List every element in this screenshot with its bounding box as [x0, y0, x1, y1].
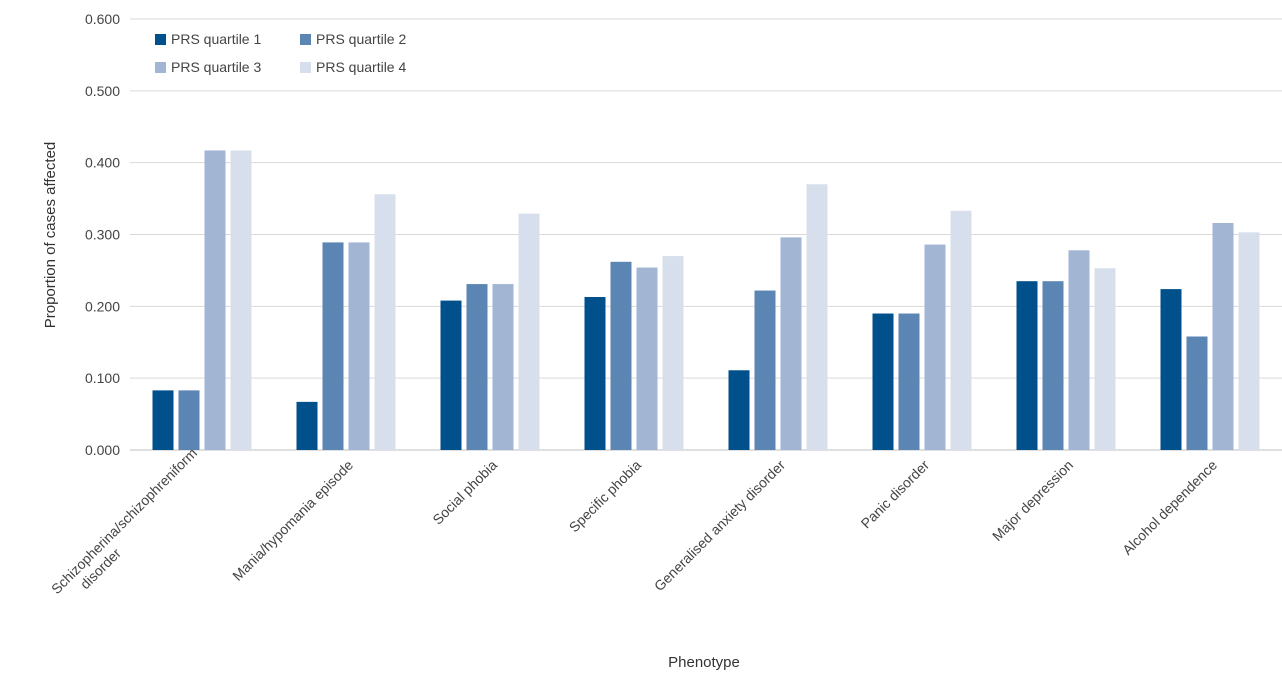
y-tick-label: 0.600	[85, 11, 120, 27]
x-tick-label: Mania/hypomania episode	[229, 457, 356, 584]
y-axis-title: Proportion of cases affected	[42, 142, 59, 329]
x-tick-label-line: Social phobia	[429, 457, 500, 528]
bar-q1-cat4	[584, 296, 606, 450]
y-tick-label: 0.300	[85, 227, 120, 243]
legend-swatch-q3	[155, 62, 166, 73]
bar-q1-cat2	[296, 401, 318, 450]
x-tick-label: Generalised anxiety disorder	[651, 457, 789, 595]
bar-q3-cat7	[1068, 250, 1090, 450]
bar-q1-cat5	[728, 370, 750, 450]
legend-label-q1: PRS quartile 1	[171, 31, 261, 47]
x-tick-label: Schizopherina/schizophreniformdisorder	[48, 445, 212, 609]
bar-q3-cat3	[492, 284, 514, 450]
bar-q4-cat7	[1094, 268, 1116, 450]
bar-q3-cat2	[348, 242, 370, 450]
x-tick-label: Major depression	[989, 457, 1076, 544]
bar-q2-cat2	[322, 242, 344, 450]
x-tick-label: Social phobia	[429, 457, 500, 528]
bar-q4-cat8	[1238, 232, 1260, 450]
bar-q1-cat7	[1016, 281, 1038, 450]
legend-label-q4: PRS quartile 4	[316, 59, 406, 75]
bar-q3-cat6	[924, 244, 946, 450]
bar-q1-cat8	[1160, 289, 1182, 450]
legend: PRS quartile 1 PRS quartile 2 PRS quartile…	[155, 31, 406, 75]
bar-q1-cat3	[440, 300, 462, 450]
bar-q4-cat5	[806, 184, 828, 450]
bar-q4-cat1	[230, 150, 252, 450]
bar-q4-cat2	[374, 194, 396, 450]
x-axis-title: Phenotype	[668, 654, 740, 671]
x-tick-label-line: Schizopherina/schizophreniform	[48, 445, 200, 597]
legend-label-q2: PRS quartile 2	[316, 31, 406, 47]
bar-q1-cat6	[872, 313, 894, 450]
bar-q2-cat5	[754, 290, 776, 450]
x-tick-label: Specific phobia	[566, 457, 645, 536]
bar-q3-cat5	[780, 237, 802, 450]
bar-q2-cat3	[466, 284, 488, 450]
legend-swatch-q4	[300, 62, 311, 73]
bars	[152, 150, 1260, 450]
y-axis-ticks: 0.000 0.100 0.200 0.300 0.400 0.500 0.600	[85, 11, 120, 458]
legend-label-q3: PRS quartile 3	[171, 59, 261, 75]
x-tick-label: Alcohol dependence	[1119, 457, 1220, 558]
bar-q2-cat7	[1042, 281, 1064, 450]
bar-q2-cat8	[1186, 336, 1208, 450]
y-tick-label: 0.500	[85, 83, 120, 99]
bar-q4-cat6	[950, 210, 972, 450]
y-tick-label: 0.400	[85, 155, 120, 171]
x-tick-label-line: Alcohol dependence	[1119, 457, 1220, 558]
x-tick-label-line: Mania/hypomania episode	[229, 457, 356, 584]
bar-q4-cat3	[518, 213, 540, 450]
x-tick-label: Panic disorder	[858, 457, 933, 532]
bar-q4-cat4	[662, 256, 684, 450]
bar-q1-cat1	[152, 390, 174, 450]
bar-q2-cat4	[610, 261, 632, 450]
bar-q3-cat4	[636, 267, 658, 450]
x-axis-ticks: Schizopherina/schizophreniformdisorder Ma…	[48, 445, 1220, 609]
legend-swatch-q1	[155, 34, 166, 45]
legend-swatch-q2	[300, 34, 311, 45]
x-tick-label-line: Major depression	[989, 457, 1076, 544]
y-tick-label: 0.200	[85, 298, 120, 314]
x-tick-label-line: Panic disorder	[858, 457, 933, 532]
y-tick-label: 0.100	[85, 370, 120, 386]
bar-q3-cat8	[1212, 223, 1234, 450]
gridlines	[130, 18, 1282, 451]
bar-q3-cat1	[204, 150, 226, 450]
bar-q2-cat6	[898, 313, 920, 450]
y-tick-label: 0.000	[85, 442, 120, 458]
bar-q2-cat1	[178, 390, 200, 450]
x-tick-label-line: Specific phobia	[566, 457, 645, 536]
x-tick-label-line: Generalised anxiety disorder	[651, 457, 789, 595]
